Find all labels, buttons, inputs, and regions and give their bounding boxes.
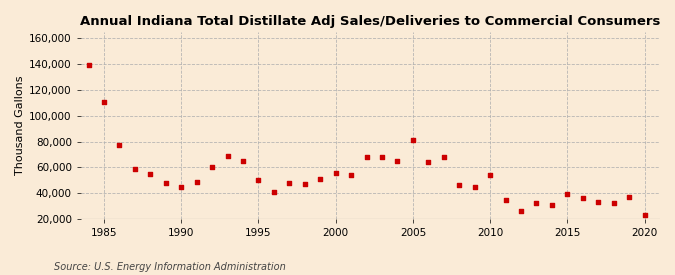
Point: [361, 155, 372, 159]
Point: [639, 213, 650, 217]
Point: [269, 190, 279, 194]
Point: [83, 63, 94, 68]
Point: [176, 185, 186, 189]
Point: [516, 209, 526, 213]
Point: [330, 170, 341, 175]
Point: [315, 177, 325, 181]
Point: [562, 192, 572, 197]
Point: [191, 179, 202, 184]
Point: [423, 160, 434, 164]
Point: [531, 201, 542, 206]
Point: [577, 196, 588, 200]
Point: [608, 201, 619, 206]
Point: [392, 159, 403, 163]
Text: Source: U.S. Energy Information Administration: Source: U.S. Energy Information Administ…: [54, 262, 286, 272]
Point: [114, 143, 125, 148]
Point: [377, 155, 387, 159]
Point: [346, 173, 356, 177]
Point: [408, 138, 418, 142]
Title: Annual Indiana Total Distillate Adj Sales/Deliveries to Commercial Consumers: Annual Indiana Total Distillate Adj Sale…: [80, 15, 661, 28]
Point: [253, 178, 264, 183]
Point: [99, 99, 109, 104]
Point: [438, 155, 449, 159]
Point: [222, 153, 233, 158]
Point: [547, 203, 558, 207]
Y-axis label: Thousand Gallons: Thousand Gallons: [15, 76, 25, 175]
Point: [300, 182, 310, 186]
Point: [145, 172, 156, 176]
Point: [130, 166, 140, 171]
Point: [500, 197, 511, 202]
Point: [238, 159, 248, 163]
Point: [624, 195, 634, 199]
Point: [485, 173, 495, 177]
Point: [593, 200, 603, 204]
Point: [454, 183, 464, 188]
Point: [469, 185, 480, 189]
Point: [207, 165, 217, 170]
Point: [284, 181, 295, 185]
Point: [161, 181, 171, 185]
